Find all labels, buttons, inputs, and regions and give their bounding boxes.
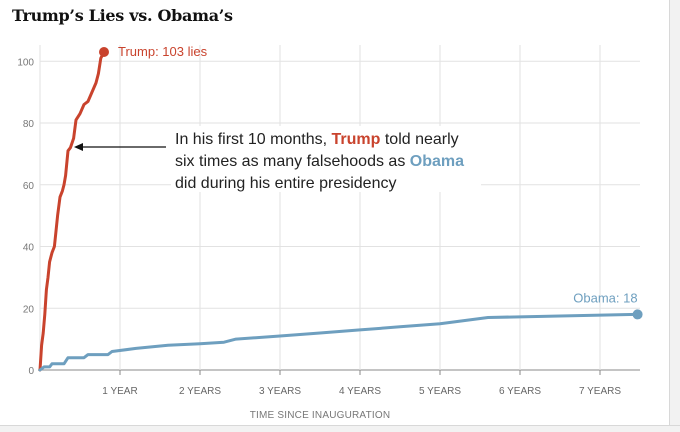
annotation-arrow-head — [74, 143, 83, 151]
series-lines — [38, 47, 643, 372]
series-end-marker-obama — [632, 309, 643, 320]
series-line-trump — [38, 50, 106, 372]
x-axis-ticks: 1 YEAR 2 YEARS 3 YEARS 4 YEARS 5 YEARS 6 YEAR… — [102, 386, 621, 397]
y-axis-ticks: 0 20 40 60 80 100 — [17, 57, 34, 377]
window-frame-bottom — [0, 425, 680, 432]
x-tick-label: 6 YEARS — [499, 386, 541, 397]
series-line-obama — [38, 312, 640, 372]
x-tick-label: 2 YEARS — [179, 386, 221, 397]
obama-end-label: Obama: 18 — [573, 290, 637, 305]
x-tick-label: 1 YEAR — [102, 386, 137, 397]
series-end-labels: Trump: 103 lies Obama: 18 — [118, 44, 638, 305]
y-tick-label: 0 — [28, 366, 34, 377]
x-axis-label: TIME SINCE INAUGURATION — [250, 410, 391, 421]
chart-title: Trump’s Lies vs. Obama’s — [12, 6, 233, 25]
annotation: In his first 10 months, Trump told nearl… — [74, 126, 481, 192]
annotation-line-1: In his first 10 months, Trump told nearl… — [175, 131, 459, 148]
annotation-backdrop — [171, 126, 481, 192]
x-tick-label: 4 YEARS — [339, 386, 381, 397]
x-tick-label: 5 YEARS — [419, 386, 461, 397]
y-tick-label: 80 — [23, 119, 35, 130]
annotation-text: told nearly — [380, 131, 458, 148]
annotation-text: In his first 10 months, — [175, 131, 332, 148]
annotation-text: six times as many falsehoods as — [175, 153, 410, 170]
x-tick-label: 7 YEARS — [579, 386, 621, 397]
annotation-obama-highlight: Obama — [410, 153, 464, 170]
annotation-line-2: six times as many falsehoods as Obama — [175, 153, 464, 170]
annotation-trump-highlight: Trump — [332, 131, 381, 148]
window-frame-right — [669, 0, 680, 432]
x-tick-label: 3 YEARS — [259, 386, 301, 397]
y-tick-label: 60 — [23, 181, 35, 192]
grid-lines — [38, 45, 640, 375]
trump-end-label: Trump: 103 lies — [118, 44, 208, 59]
series-end-marker-trump — [99, 47, 109, 57]
y-tick-label: 40 — [23, 243, 35, 254]
y-tick-label: 20 — [23, 304, 35, 315]
y-tick-label: 100 — [17, 57, 34, 68]
annotation-line-3: did during his entire presidency — [175, 175, 396, 192]
line-chart: 0 20 40 60 80 100 1 YEAR 2 YEARS 3 YEARS 4 YEARS… — [17, 44, 643, 421]
